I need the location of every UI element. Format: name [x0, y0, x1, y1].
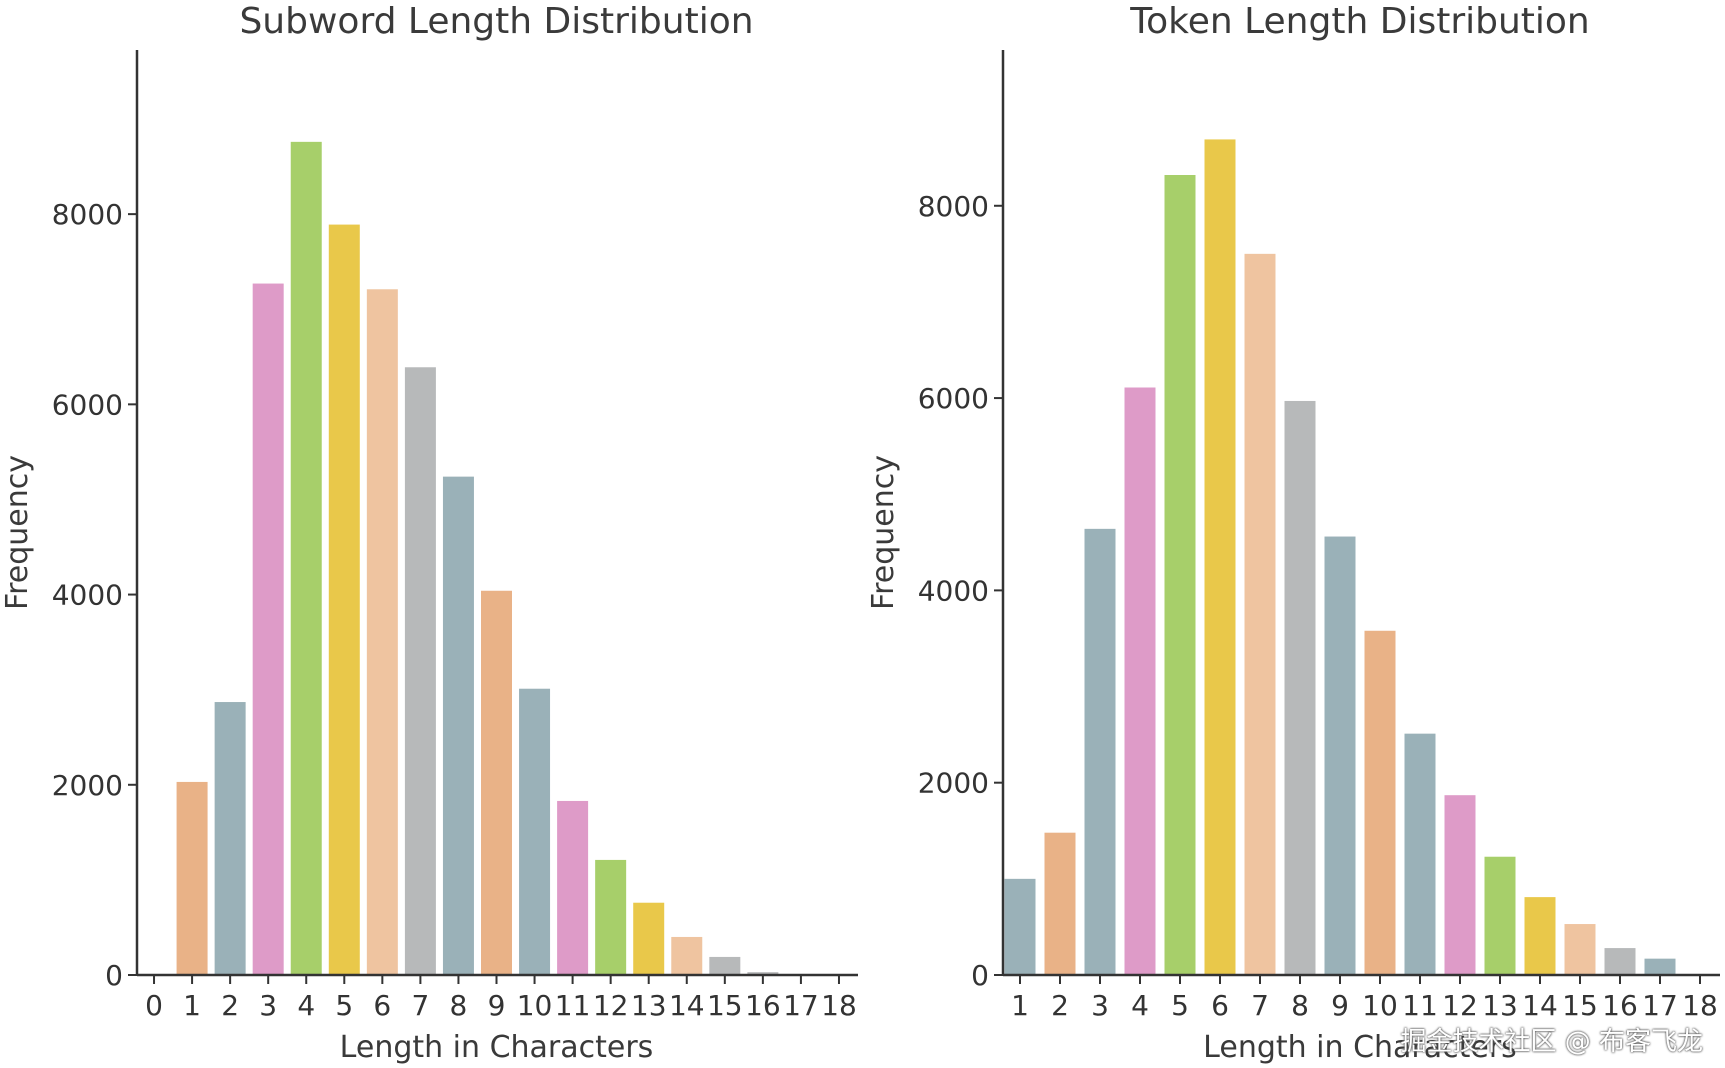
bar-7 — [1244, 253, 1276, 975]
bar-7 — [404, 367, 436, 975]
x-tick-label: 11 — [1402, 989, 1438, 1022]
x-tick-label: 10 — [1362, 989, 1398, 1022]
bar-6 — [1204, 139, 1236, 975]
bar-9 — [481, 590, 512, 975]
bar-3 — [1084, 528, 1116, 975]
y-tick-label: 8000 — [918, 190, 989, 223]
bar-2 — [214, 702, 246, 975]
x-tick-label: 4 — [297, 989, 315, 1022]
x-axis-label: Length in Characters — [340, 1030, 654, 1065]
bar-17 — [1644, 958, 1676, 975]
bar-15 — [1564, 924, 1596, 975]
x-axis-label: Length in Characters — [1203, 1030, 1517, 1065]
x-tick-label: 18 — [821, 989, 857, 1022]
x-tick-label: 13 — [1482, 989, 1518, 1022]
x-tick-label: 3 — [259, 989, 277, 1022]
x-tick-label: 11 — [555, 989, 591, 1022]
y-tick-label: 4000 — [52, 579, 123, 612]
bar-5 — [328, 224, 360, 975]
bar-2 — [1044, 832, 1076, 975]
bar-4 — [1124, 387, 1156, 975]
watermark-text: 掘金技术社区 @ 布客飞龙 — [1400, 1027, 1703, 1057]
bar-12 — [595, 859, 627, 975]
y-tick-label: 0 — [105, 959, 123, 992]
x-tick-label: 13 — [631, 989, 667, 1022]
bar-16 — [747, 972, 779, 975]
x-tick-label: 2 — [1051, 989, 1069, 1022]
bar-14 — [671, 936, 703, 975]
x-tick-label: 2 — [221, 989, 239, 1022]
bar-6 — [366, 289, 398, 975]
bar-10 — [1364, 630, 1396, 975]
y-tick-label: 6000 — [52, 388, 123, 421]
bar-1 — [1004, 878, 1036, 975]
x-tick-label: 14 — [1522, 989, 1558, 1022]
bar-5 — [1164, 175, 1196, 975]
x-tick-label: 7 — [1251, 989, 1269, 1022]
bar-9 — [1324, 536, 1356, 975]
y-axis-label: Frequency — [0, 455, 35, 610]
x-tick-label: 14 — [669, 989, 705, 1022]
bar-14 — [1524, 897, 1556, 975]
y-tick-label: 2000 — [52, 769, 123, 802]
chart-title: Subword Length Distribution — [239, 1, 753, 42]
x-tick-label: 16 — [1602, 989, 1638, 1022]
bar-1 — [176, 781, 208, 975]
x-tick-label: 5 — [1171, 989, 1189, 1022]
x-tick-label: 1 — [183, 989, 201, 1022]
bar-12 — [1444, 795, 1476, 975]
x-tick-label: 7 — [411, 989, 429, 1022]
x-tick-label: 8 — [450, 989, 468, 1022]
x-tick-label: 3 — [1091, 989, 1109, 1022]
bar-8 — [442, 476, 474, 975]
x-tick-label: 8 — [1291, 989, 1309, 1022]
bar-11 — [557, 800, 589, 975]
y-axis-label: Frequency — [866, 455, 901, 610]
x-tick-label: 18 — [1682, 989, 1718, 1022]
bar-3 — [252, 283, 284, 975]
x-tick-label: 9 — [488, 989, 506, 1022]
bar-13 — [633, 902, 665, 975]
x-tick-label: 10 — [517, 989, 553, 1022]
y-tick-label: 0 — [971, 959, 989, 992]
x-tick-label: 0 — [145, 989, 163, 1022]
x-tick-label: 12 — [593, 989, 629, 1022]
bar-16 — [1604, 948, 1636, 975]
bar-13 — [1484, 856, 1516, 975]
subword-length-chart: Subword Length Distribution 0 2000 4000 6000… — [0, 1, 858, 1065]
bar-11 — [1404, 733, 1436, 975]
x-tick-label: 9 — [1331, 989, 1349, 1022]
y-tick-label: 8000 — [52, 198, 123, 231]
chart-title: Token Length Distribution — [1129, 1, 1590, 42]
x-tick-label: 16 — [745, 989, 781, 1022]
bar-10 — [519, 688, 551, 975]
x-tick-label: 6 — [373, 989, 391, 1022]
x-tick-label: 17 — [783, 989, 819, 1022]
bar-15 — [709, 956, 741, 975]
x-tick-label: 15 — [1562, 989, 1598, 1022]
x-tick-label: 17 — [1642, 989, 1678, 1022]
y-tick-label: 2000 — [918, 767, 989, 800]
x-tick-label: 5 — [335, 989, 353, 1022]
bar-8 — [1284, 400, 1316, 975]
x-tick-label: 4 — [1131, 989, 1149, 1022]
x-tick-label: 12 — [1442, 989, 1478, 1022]
token-length-chart: Token Length Distribution 0 2000 4000 6000 80… — [866, 1, 1720, 1065]
x-tick-label: 15 — [707, 989, 743, 1022]
y-tick-label: 6000 — [918, 382, 989, 415]
y-tick-label: 4000 — [918, 574, 989, 607]
bar-4 — [290, 141, 322, 975]
x-tick-label: 1 — [1011, 989, 1029, 1022]
x-tick-label: 6 — [1211, 989, 1229, 1022]
